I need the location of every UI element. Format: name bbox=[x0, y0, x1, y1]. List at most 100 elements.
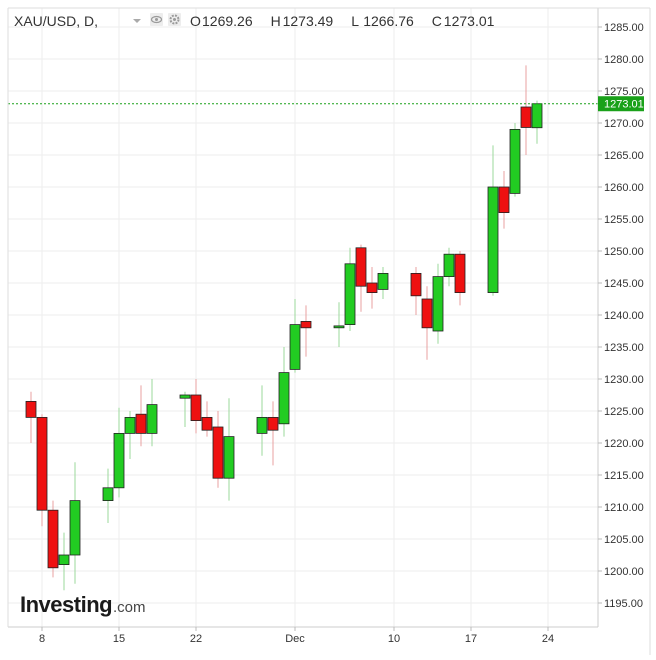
candle-down bbox=[47, 500, 59, 578]
y-tick-label: 1230.00 bbox=[604, 374, 644, 386]
candle-up bbox=[102, 468, 114, 523]
candle-body bbox=[278, 372, 290, 425]
last-price-label: 1273.01 bbox=[604, 99, 644, 111]
candle-down bbox=[300, 305, 312, 357]
candle-body bbox=[333, 325, 345, 329]
candle-body bbox=[432, 276, 444, 332]
y-tick-label: 1195.00 bbox=[604, 598, 643, 610]
candle-body bbox=[410, 272, 422, 297]
candle-up bbox=[377, 267, 389, 299]
y-tick-label: 1245.00 bbox=[604, 278, 644, 290]
eye-icon[interactable] bbox=[150, 13, 163, 26]
candle-body bbox=[47, 509, 59, 569]
candle-body bbox=[267, 416, 279, 431]
y-tick-label: 1285.00 bbox=[604, 22, 644, 34]
candle-down bbox=[190, 379, 202, 434]
x-tick-label: 17 bbox=[465, 633, 477, 645]
candle-up bbox=[443, 247, 455, 287]
chevron-down-icon[interactable] bbox=[133, 19, 141, 23]
candle-body bbox=[520, 106, 532, 128]
candle-down bbox=[454, 251, 466, 306]
candle-down bbox=[421, 286, 433, 360]
brand-name: Investing bbox=[20, 592, 112, 617]
y-tick-label: 1255.00 bbox=[604, 214, 644, 226]
candle-down bbox=[498, 171, 510, 229]
candle-body bbox=[58, 554, 70, 566]
ohlc-value: 1273.49 bbox=[283, 13, 334, 29]
investing-logo: Investing .com bbox=[20, 592, 146, 617]
candle-up bbox=[179, 391, 191, 427]
candle-down bbox=[212, 411, 224, 488]
x-tick-label: Dec bbox=[285, 633, 305, 645]
candle-up bbox=[278, 347, 290, 437]
gear-icon[interactable] bbox=[168, 13, 181, 26]
y-tick-label: 1265.00 bbox=[604, 150, 644, 162]
ohlc-label: C bbox=[432, 13, 442, 29]
candle-body bbox=[36, 416, 48, 511]
y-axis-ticks: 1195.00 1200.00 1205.00 1210.00 1215.00 1220.… bbox=[598, 22, 644, 610]
y-tick-label: 1275.00 bbox=[604, 86, 644, 98]
brand-domain: .com bbox=[113, 599, 146, 616]
candle-body bbox=[366, 282, 378, 294]
x-tick-label: 24 bbox=[542, 633, 554, 645]
candle-body bbox=[531, 103, 543, 129]
x-tick-label: 8 bbox=[39, 633, 45, 645]
candle-body bbox=[179, 394, 191, 399]
y-tick-label: 1225.00 bbox=[604, 406, 644, 418]
y-tick-label: 1280.00 bbox=[604, 54, 644, 66]
y-tick-label: 1210.00 bbox=[604, 502, 644, 514]
candle-down bbox=[520, 65, 532, 155]
last-price-tag: 1273.01 bbox=[598, 96, 644, 112]
y-tick-label: 1215.00 bbox=[604, 470, 644, 482]
candle-body bbox=[135, 413, 147, 434]
ohlc-value: 1273.01 bbox=[444, 13, 495, 29]
candle-down bbox=[355, 244, 367, 312]
ohlc-value: 1269.26 bbox=[202, 13, 253, 29]
y-tick-label: 1205.00 bbox=[604, 534, 644, 546]
candle-up bbox=[124, 411, 136, 459]
candle-up bbox=[113, 407, 125, 498]
candle-up bbox=[69, 462, 81, 584]
candle-body bbox=[190, 394, 202, 422]
candle-body bbox=[146, 404, 158, 434]
candle-down bbox=[135, 385, 147, 447]
candle-up bbox=[333, 302, 345, 347]
candle-body bbox=[124, 416, 136, 434]
candle-body bbox=[223, 436, 235, 479]
candle-up bbox=[432, 263, 444, 344]
x-tick-label: 10 bbox=[388, 633, 400, 645]
ohlc-label: O bbox=[190, 13, 201, 29]
chart-legend: XAU/USD, D, O 1269.26 H 1273.49 L 1266.76 C 127… bbox=[14, 13, 495, 29]
y-tick-label: 1235.00 bbox=[604, 342, 644, 354]
candle-down bbox=[366, 267, 378, 309]
candle-body bbox=[201, 416, 213, 431]
ohlc-values: O 1269.26 H 1273.49 L 1266.76 C 1273.01 bbox=[190, 13, 495, 29]
y-tick-label: 1250.00 bbox=[604, 246, 644, 258]
candle-body bbox=[300, 320, 312, 329]
y-tick-label: 1220.00 bbox=[604, 438, 644, 450]
candle-body bbox=[355, 247, 367, 287]
candle-body bbox=[509, 128, 521, 194]
candle-body bbox=[454, 253, 466, 293]
candle-up bbox=[223, 398, 235, 501]
y-tick-label: 1270.00 bbox=[604, 118, 644, 130]
candle-body bbox=[289, 324, 301, 370]
ohlc-value: 1266.76 bbox=[363, 13, 414, 29]
candle-body bbox=[25, 400, 37, 418]
symbol-label: XAU/USD, D, bbox=[14, 13, 98, 29]
ohlc-label: L bbox=[351, 13, 359, 29]
candle-up bbox=[58, 532, 70, 591]
candle-body bbox=[212, 426, 224, 479]
candle-up bbox=[146, 379, 158, 447]
candle-up bbox=[289, 299, 301, 373]
candle-body bbox=[69, 500, 81, 556]
candle-up bbox=[344, 247, 356, 331]
ohlc-label: H bbox=[271, 13, 281, 29]
candle-down bbox=[410, 267, 422, 315]
candles bbox=[25, 65, 543, 591]
candle-down bbox=[201, 401, 213, 437]
candle-body bbox=[487, 186, 499, 293]
